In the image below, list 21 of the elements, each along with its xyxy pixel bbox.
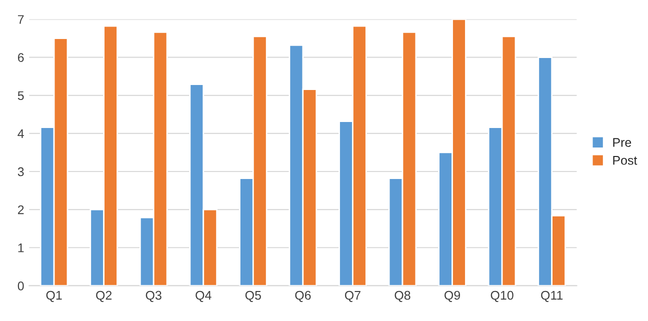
x-tick-label: Q3 bbox=[146, 290, 162, 302]
x-tick-label: Q8 bbox=[394, 290, 410, 302]
x-tick-label: Q11 bbox=[541, 290, 563, 302]
x-tick-label: Q6 bbox=[295, 290, 311, 302]
y-tick-label: 4 bbox=[18, 129, 24, 138]
y-tick-label: 5 bbox=[18, 91, 24, 100]
y-tick-label: 1 bbox=[18, 244, 24, 252]
y-tick-label: 0 bbox=[18, 281, 24, 290]
legend-label: Pre bbox=[613, 138, 632, 147]
x-tick-label: Q4 bbox=[196, 290, 212, 302]
y-tick-label: 3 bbox=[18, 167, 24, 176]
legend-label: Post bbox=[613, 156, 638, 165]
y-tick-label: 7 bbox=[18, 15, 24, 24]
x-tick-label: Q9 bbox=[444, 290, 460, 302]
x-tick-label: Q7 bbox=[344, 290, 360, 302]
x-tick-label: Q10 bbox=[490, 290, 514, 302]
x-tick-label: Q2 bbox=[96, 290, 112, 302]
x-tick-label: Q5 bbox=[245, 290, 261, 302]
y-tick-label: 6 bbox=[18, 53, 24, 62]
x-tick-label: Q1 bbox=[46, 290, 62, 302]
y-tick-label: 2 bbox=[18, 205, 24, 214]
